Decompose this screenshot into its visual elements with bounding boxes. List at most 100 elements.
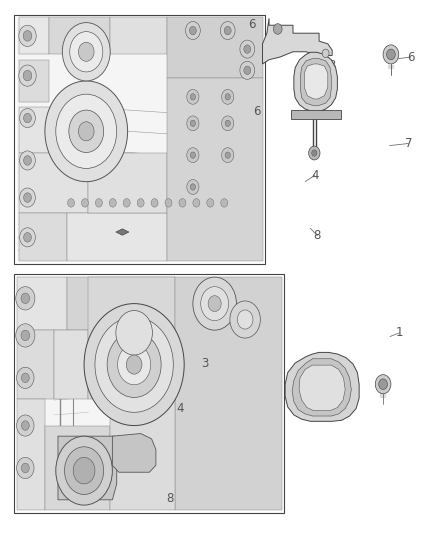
Polygon shape <box>17 17 262 261</box>
Circle shape <box>273 23 282 34</box>
Circle shape <box>19 25 36 46</box>
Circle shape <box>20 151 35 170</box>
Circle shape <box>220 21 235 39</box>
Circle shape <box>21 463 29 473</box>
Circle shape <box>116 311 152 355</box>
Circle shape <box>151 199 158 207</box>
Circle shape <box>190 152 195 158</box>
Polygon shape <box>292 359 351 416</box>
Polygon shape <box>58 436 117 500</box>
Polygon shape <box>176 277 282 511</box>
Circle shape <box>312 150 317 156</box>
Circle shape <box>375 375 391 394</box>
Polygon shape <box>285 352 359 421</box>
Circle shape <box>69 110 104 152</box>
Circle shape <box>17 415 34 436</box>
Circle shape <box>95 317 173 413</box>
Polygon shape <box>110 399 176 511</box>
Circle shape <box>78 42 94 61</box>
Circle shape <box>309 146 320 160</box>
Circle shape <box>165 199 172 207</box>
Polygon shape <box>110 17 167 54</box>
Circle shape <box>387 49 395 60</box>
Circle shape <box>23 70 32 81</box>
Text: 2: 2 <box>342 400 349 414</box>
Circle shape <box>225 120 230 126</box>
Circle shape <box>17 457 34 479</box>
Circle shape <box>225 152 230 158</box>
Circle shape <box>207 199 214 207</box>
Text: 7: 7 <box>405 137 412 150</box>
Polygon shape <box>167 17 262 78</box>
Circle shape <box>21 330 30 341</box>
Circle shape <box>193 199 200 207</box>
Polygon shape <box>291 110 341 119</box>
Polygon shape <box>17 277 282 511</box>
Circle shape <box>45 81 127 182</box>
Circle shape <box>81 199 88 207</box>
Circle shape <box>230 301 260 338</box>
Polygon shape <box>17 330 53 399</box>
Circle shape <box>190 184 195 190</box>
Circle shape <box>21 421 29 430</box>
Polygon shape <box>88 277 176 399</box>
Circle shape <box>185 21 200 39</box>
Circle shape <box>379 379 388 390</box>
Circle shape <box>23 30 32 41</box>
Polygon shape <box>17 277 67 330</box>
Text: 6: 6 <box>407 51 414 63</box>
Polygon shape <box>53 330 88 399</box>
Polygon shape <box>88 152 167 214</box>
Circle shape <box>222 90 234 104</box>
Circle shape <box>67 199 74 207</box>
Text: 4: 4 <box>176 402 184 415</box>
Circle shape <box>123 199 130 207</box>
Polygon shape <box>19 60 49 102</box>
Bar <box>14 14 265 264</box>
Circle shape <box>20 109 35 127</box>
Circle shape <box>190 120 195 126</box>
Circle shape <box>224 26 231 35</box>
Text: 6: 6 <box>248 18 255 31</box>
Circle shape <box>237 310 253 329</box>
Polygon shape <box>19 108 62 152</box>
Circle shape <box>187 90 199 104</box>
Polygon shape <box>304 64 328 99</box>
Polygon shape <box>116 229 129 235</box>
Circle shape <box>107 332 161 398</box>
Circle shape <box>56 94 117 168</box>
Circle shape <box>73 457 95 484</box>
Circle shape <box>137 199 144 207</box>
Circle shape <box>24 193 32 203</box>
Circle shape <box>70 31 103 72</box>
Circle shape <box>20 228 35 247</box>
Circle shape <box>95 199 102 207</box>
Circle shape <box>187 180 199 195</box>
Circle shape <box>56 436 113 505</box>
Circle shape <box>64 447 104 495</box>
Polygon shape <box>300 59 331 106</box>
Text: 4: 4 <box>311 169 318 182</box>
Circle shape <box>20 188 35 207</box>
Polygon shape <box>67 277 176 330</box>
Circle shape <box>201 287 229 320</box>
Polygon shape <box>45 425 110 511</box>
Circle shape <box>62 22 110 81</box>
Polygon shape <box>67 214 167 261</box>
Circle shape <box>78 122 94 141</box>
Circle shape <box>222 116 234 131</box>
Circle shape <box>17 367 34 389</box>
Circle shape <box>240 40 254 58</box>
Polygon shape <box>113 433 156 472</box>
Circle shape <box>179 199 186 207</box>
Circle shape <box>16 287 35 310</box>
Circle shape <box>21 293 30 304</box>
Circle shape <box>244 45 251 53</box>
Text: 3: 3 <box>328 59 336 71</box>
Circle shape <box>21 373 29 383</box>
Circle shape <box>84 304 184 425</box>
Polygon shape <box>262 18 332 64</box>
Circle shape <box>187 116 199 131</box>
Text: 3: 3 <box>201 357 209 369</box>
Polygon shape <box>49 17 110 54</box>
